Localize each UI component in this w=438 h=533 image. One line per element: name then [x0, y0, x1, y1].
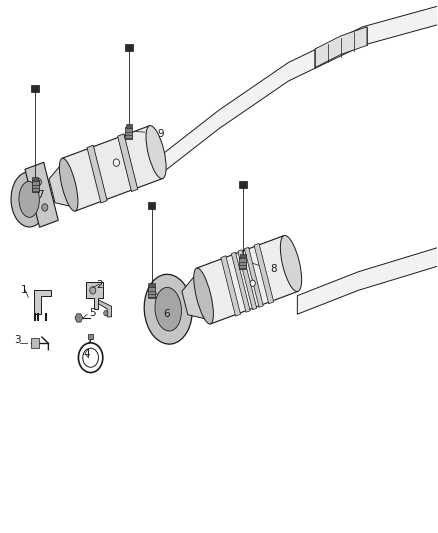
- Text: 1: 1: [21, 285, 28, 295]
- Circle shape: [250, 280, 255, 286]
- Circle shape: [42, 204, 48, 211]
- Polygon shape: [62, 126, 162, 211]
- Text: 8: 8: [270, 264, 277, 274]
- Polygon shape: [182, 272, 209, 320]
- Bar: [239, 181, 247, 188]
- Bar: [148, 202, 155, 209]
- Bar: [126, 124, 132, 128]
- Ellipse shape: [19, 182, 39, 217]
- Ellipse shape: [146, 126, 166, 179]
- Polygon shape: [297, 245, 438, 314]
- Polygon shape: [244, 247, 263, 308]
- Ellipse shape: [280, 236, 302, 292]
- Text: 6: 6: [163, 309, 170, 319]
- Bar: [32, 85, 39, 92]
- Ellipse shape: [144, 274, 192, 344]
- Circle shape: [104, 311, 108, 316]
- Circle shape: [90, 287, 96, 294]
- Bar: [32, 177, 39, 181]
- Polygon shape: [315, 27, 367, 68]
- Polygon shape: [87, 146, 107, 203]
- Polygon shape: [49, 162, 74, 207]
- Text: 3: 3: [14, 335, 21, 345]
- Bar: [148, 286, 155, 298]
- Polygon shape: [254, 244, 274, 304]
- Ellipse shape: [194, 268, 213, 324]
- Ellipse shape: [60, 158, 78, 211]
- Circle shape: [113, 159, 120, 166]
- Bar: [148, 283, 155, 287]
- Polygon shape: [221, 256, 240, 316]
- Circle shape: [35, 179, 42, 186]
- Polygon shape: [25, 162, 58, 227]
- Bar: [88, 334, 93, 338]
- Polygon shape: [99, 300, 112, 317]
- Ellipse shape: [11, 172, 47, 227]
- Text: 5: 5: [89, 308, 96, 318]
- Polygon shape: [231, 252, 250, 312]
- Text: 2: 2: [96, 280, 102, 290]
- Text: 7: 7: [37, 190, 44, 200]
- Bar: [32, 180, 39, 192]
- Text: 9: 9: [157, 129, 163, 139]
- Polygon shape: [34, 290, 51, 314]
- Bar: [125, 44, 133, 51]
- Polygon shape: [165, 4, 438, 171]
- Text: 4: 4: [83, 349, 89, 359]
- Polygon shape: [197, 236, 298, 324]
- Polygon shape: [86, 282, 103, 309]
- Ellipse shape: [155, 287, 181, 331]
- Bar: [31, 338, 39, 348]
- Polygon shape: [238, 249, 257, 310]
- Bar: [125, 127, 132, 139]
- Bar: [240, 257, 247, 269]
- Polygon shape: [117, 134, 138, 191]
- Bar: [240, 254, 246, 258]
